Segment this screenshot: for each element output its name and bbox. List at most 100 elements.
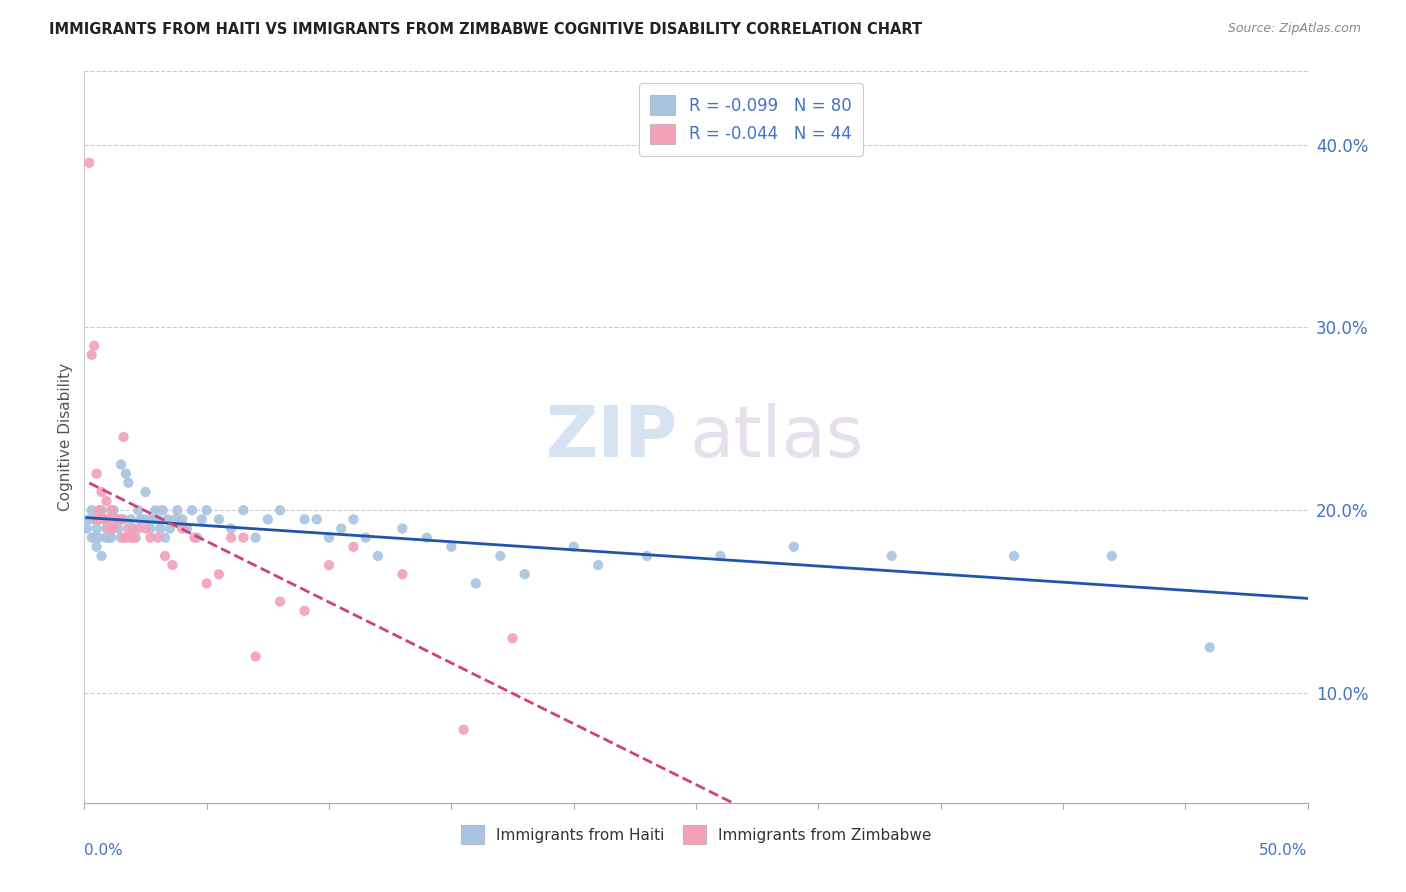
Point: [139, 521, 162, 535]
Point: [112, 430, 135, 444]
Point: [636, 549, 658, 563]
Point: [80, 348, 103, 362]
Point: [318, 558, 340, 573]
Point: [294, 512, 316, 526]
Point: [86, 540, 108, 554]
Point: [156, 512, 179, 526]
Point: [305, 512, 328, 526]
Point: [1198, 640, 1220, 655]
Point: [90, 503, 112, 517]
Point: [342, 540, 364, 554]
Point: [110, 458, 132, 472]
Point: [149, 521, 172, 535]
Point: [125, 531, 148, 545]
Point: [112, 512, 135, 526]
Point: [354, 531, 377, 545]
Point: [1002, 549, 1025, 563]
Point: [139, 531, 162, 545]
Point: [96, 521, 118, 535]
Point: [93, 512, 115, 526]
Point: [513, 567, 536, 582]
Point: [112, 531, 135, 545]
Point: [117, 521, 139, 535]
Point: [172, 512, 194, 526]
Point: [103, 503, 125, 517]
Point: [135, 521, 157, 535]
Point: [232, 531, 254, 545]
Text: 0.0%: 0.0%: [84, 843, 124, 858]
Point: [186, 531, 208, 545]
Text: atlas: atlas: [690, 402, 865, 472]
Point: [136, 512, 159, 526]
Point: [391, 521, 413, 535]
Point: [97, 512, 120, 526]
Point: [86, 467, 108, 481]
Point: [80, 531, 103, 545]
Point: [96, 512, 118, 526]
Point: [76, 521, 98, 535]
Point: [502, 632, 524, 646]
Point: [93, 512, 115, 526]
Point: [107, 512, 129, 526]
Point: [453, 723, 475, 737]
Point: [294, 604, 316, 618]
Point: [880, 549, 903, 563]
Point: [191, 512, 214, 526]
Point: [122, 531, 145, 545]
Text: IMMIGRANTS FROM HAITI VS IMMIGRANTS FROM ZIMBABWE COGNITIVE DISABILITY CORRELATI: IMMIGRANTS FROM HAITI VS IMMIGRANTS FROM…: [49, 22, 922, 37]
Point: [146, 531, 169, 545]
Point: [257, 512, 280, 526]
Point: [146, 512, 169, 526]
Point: [110, 512, 132, 526]
Point: [122, 521, 145, 535]
Point: [440, 540, 463, 554]
Point: [107, 521, 129, 535]
Point: [77, 155, 100, 169]
Point: [97, 531, 120, 545]
Point: [100, 531, 122, 545]
Text: Source: ZipAtlas.com: Source: ZipAtlas.com: [1227, 22, 1361, 36]
Point: [127, 503, 149, 517]
Point: [367, 549, 389, 563]
Point: [100, 521, 122, 535]
Point: [87, 512, 110, 526]
Y-axis label: Cognitive Disability: Cognitive Disability: [58, 363, 73, 511]
Point: [115, 467, 138, 481]
Point: [105, 512, 128, 526]
Point: [159, 521, 181, 535]
Point: [269, 503, 291, 517]
Point: [416, 531, 439, 545]
Point: [103, 521, 125, 535]
Point: [100, 503, 122, 517]
Point: [105, 512, 128, 526]
Point: [152, 503, 174, 517]
Point: [195, 503, 218, 517]
Point: [489, 549, 512, 563]
Point: [115, 531, 138, 545]
Point: [135, 485, 157, 500]
Point: [219, 531, 242, 545]
Point: [172, 521, 194, 535]
Point: [586, 558, 609, 573]
Point: [208, 512, 231, 526]
Point: [162, 558, 184, 573]
Point: [181, 503, 204, 517]
Text: 50.0%: 50.0%: [1260, 843, 1308, 858]
Point: [80, 503, 103, 517]
Point: [97, 512, 120, 526]
Point: [195, 576, 218, 591]
Point: [232, 503, 254, 517]
Text: ZIP: ZIP: [546, 402, 678, 472]
Point: [219, 521, 242, 535]
Point: [562, 540, 585, 554]
Point: [90, 485, 112, 500]
Point: [153, 531, 176, 545]
Point: [783, 540, 806, 554]
Point: [129, 512, 152, 526]
Point: [83, 512, 105, 526]
Point: [87, 503, 110, 517]
Point: [142, 512, 165, 526]
Point: [163, 512, 186, 526]
Point: [90, 549, 112, 563]
Point: [318, 531, 340, 545]
